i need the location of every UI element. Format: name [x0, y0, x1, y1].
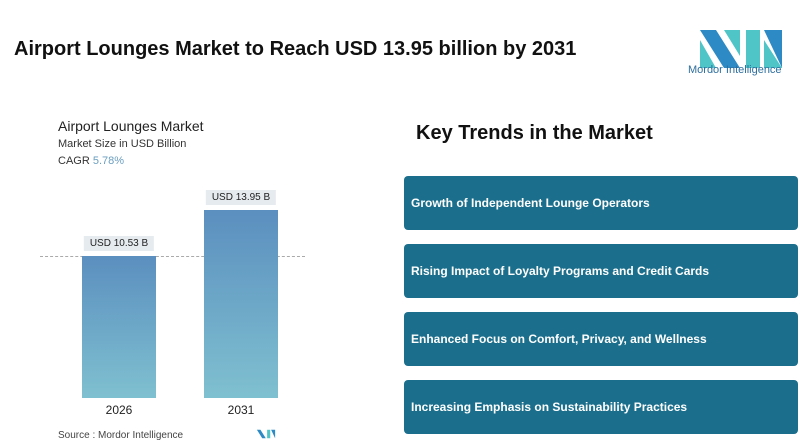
data-label: USD 13.95 B: [205, 190, 277, 205]
trend-item: Increasing Emphasis on Sustainability Pr…: [404, 380, 798, 434]
mordor-small-logo-icon: [256, 429, 276, 439]
chart-subtitle: Market Size in USD Billion: [58, 138, 187, 150]
source: Source : Mordor Intelligence: [58, 430, 184, 441]
trends-title: Key Trends in the Market: [416, 122, 653, 144]
cagr: CAGR 5.78%: [58, 155, 124, 167]
bar-2026: [82, 256, 156, 398]
trend-item: Growth of Independent Lounge Operators: [404, 176, 798, 230]
x-tick-label: 2031: [227, 403, 255, 417]
trend-item: Enhanced Focus on Comfort, Privacy, and …: [404, 312, 798, 366]
bar-2031: [204, 210, 278, 398]
reference-line: [40, 256, 305, 257]
page-title: Airport Lounges Market to Reach USD 13.9…: [14, 38, 577, 60]
chart-title: Airport Lounges Market: [58, 118, 204, 134]
mordor-logo-icon: [700, 30, 782, 68]
cagr-value: 5.78%: [92, 155, 125, 167]
x-tick-label: 2026: [105, 403, 133, 417]
cagr-label: CAGR: [58, 155, 90, 167]
data-label: USD 10.53 B: [83, 236, 155, 252]
trend-item: Rising Impact of Loyalty Programs and Cr…: [404, 244, 798, 298]
logo-text: Mordor Intelligence: [688, 64, 782, 76]
